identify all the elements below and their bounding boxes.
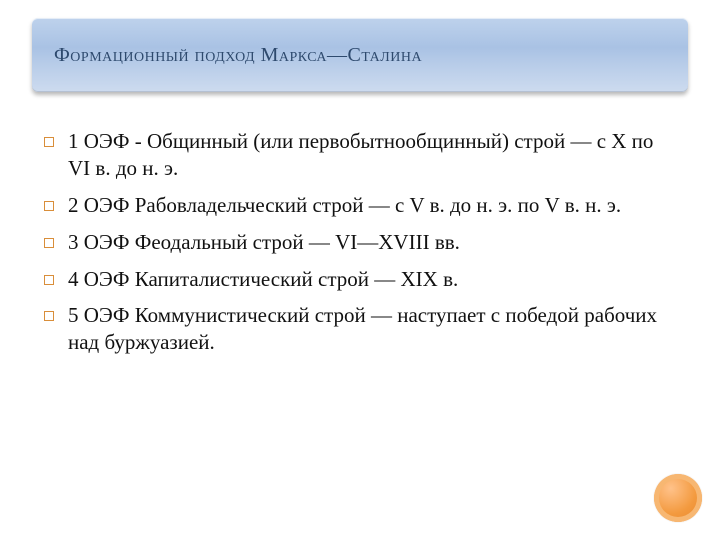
square-bullet-icon <box>44 137 54 147</box>
list-item: 3 ОЭФ Феодальный строй — VI—XVIII вв. <box>44 229 680 256</box>
accent-circle-icon <box>654 474 702 522</box>
slide-title: Формационный подход Маркса—Сталина <box>54 44 422 67</box>
list-item: 2 ОЭФ Рабовладельческий строй — с V в. д… <box>44 192 680 219</box>
square-bullet-icon <box>44 275 54 285</box>
title-bar: Формационный подход Маркса—Сталина <box>32 18 688 92</box>
square-bullet-icon <box>44 238 54 248</box>
list-item: 4 ОЭФ Капиталистический строй — XIX в. <box>44 266 680 293</box>
list-item-text: 5 ОЭФ Коммунистический строй — наступает… <box>68 302 680 356</box>
square-bullet-icon <box>44 201 54 211</box>
body-content: 1 ОЭФ - Общинный (или первобытнообщинный… <box>44 128 680 366</box>
square-bullet-icon <box>44 311 54 321</box>
list-item: 1 ОЭФ - Общинный (или первобытнообщинный… <box>44 128 680 182</box>
list-item-text: 2 ОЭФ Рабовладельческий строй — с V в. д… <box>68 192 680 219</box>
list-item-text: 3 ОЭФ Феодальный строй — VI—XVIII вв. <box>68 229 680 256</box>
list-item-text: 1 ОЭФ - Общинный (или первобытнообщинный… <box>68 128 680 182</box>
list-item: 5 ОЭФ Коммунистический строй — наступает… <box>44 302 680 356</box>
list-item-text: 4 ОЭФ Капиталистический строй — XIX в. <box>68 266 680 293</box>
slide: Формационный подход Маркса—Сталина 1 ОЭФ… <box>0 0 720 540</box>
